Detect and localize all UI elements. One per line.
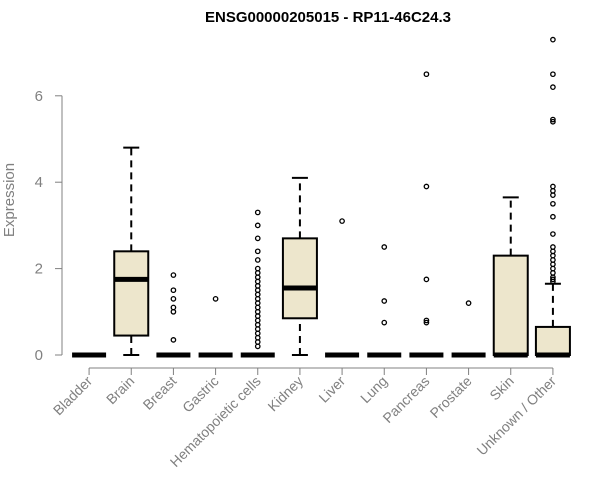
outlier-point [170,304,177,311]
outlier-point [423,71,430,78]
x-tick-label: Bladder [50,373,96,419]
outlier-point [550,36,556,43]
outlier-point [550,118,556,125]
outlier-point [550,244,556,250]
outlier-point [423,183,430,190]
outlier-point [381,319,388,326]
outlier-point [254,235,261,242]
outlier-point [550,183,556,190]
outlier-point [550,116,556,123]
x-tick-label: Skin [486,373,517,404]
x-tick-label: Lung [357,373,390,406]
x-tick-label: Liver [315,373,348,406]
outlier-point [550,84,556,91]
outlier-point [254,222,261,229]
chart-title: ENSG00000205015 - RP11-46C24.3 [205,9,451,26]
x-tick-label: Unknown / Other [473,373,559,459]
x-tick-label: Breast [140,373,180,413]
outlier-point [254,248,261,255]
x-tick-label: Prostate [427,373,475,421]
outlier-point [170,295,177,302]
box [281,237,318,320]
y-tick-label: 2 [35,261,43,278]
outlier-point [381,244,388,250]
x-tick-label: Brain [103,373,137,407]
outlier-point [170,287,177,294]
y-axis-label: Expression [1,163,18,237]
box [113,250,150,337]
outlier-point [170,272,177,278]
outlier-point [423,317,430,324]
outlier-point [550,71,556,78]
x-tick-label: Pancreas [379,373,432,426]
outlier-point [381,298,388,304]
outlier-point [254,257,261,263]
outlier-point [423,319,430,326]
y-tick-label: 6 [35,88,43,105]
y-tick-label: 0 [35,347,43,364]
box [534,325,571,357]
outlier-point [170,337,177,343]
outlier-point [550,213,556,220]
outlier-point [550,200,556,207]
outlier-point [465,300,472,307]
outlier-point [423,276,430,283]
outlier-point [254,209,261,216]
outlier-point [212,295,219,302]
box [492,254,529,356]
y-tick-label: 4 [35,174,43,191]
outlier-point [550,276,556,283]
x-tick-label: Kidney [264,373,306,415]
outlier-point [550,231,556,237]
outlier-point [339,218,345,224]
outlier-point [254,265,261,272]
